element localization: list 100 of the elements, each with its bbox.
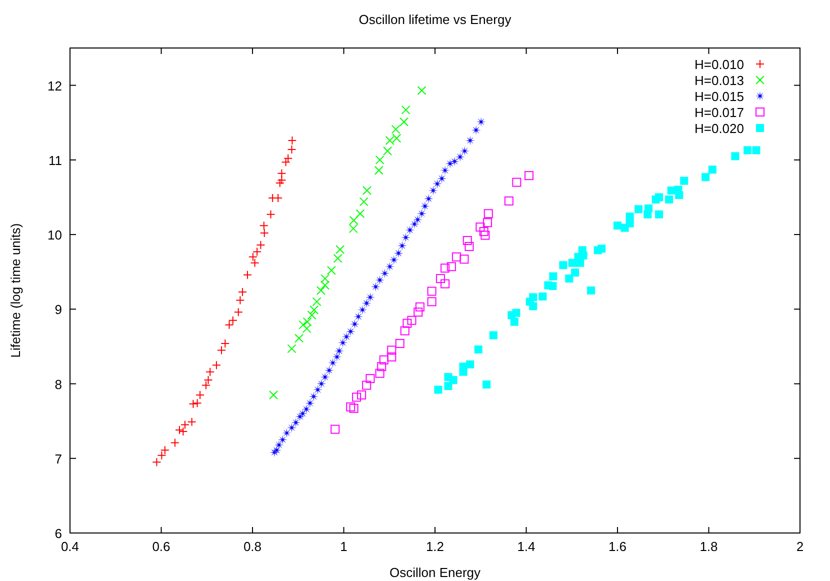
point — [484, 209, 493, 218]
point — [450, 156, 460, 166]
point — [268, 390, 278, 400]
point — [397, 240, 407, 251]
point — [385, 262, 395, 272]
y-axis-title: Lifetime (log time units) — [8, 223, 23, 358]
point — [256, 240, 266, 250]
point — [482, 380, 491, 389]
point — [328, 358, 338, 368]
point — [400, 326, 410, 336]
point — [277, 168, 286, 178]
point — [464, 242, 474, 251]
point — [510, 318, 518, 326]
point — [188, 399, 198, 408]
y-tick-label: 11 — [48, 152, 62, 168]
point — [212, 360, 221, 370]
point — [424, 194, 434, 204]
point — [504, 196, 514, 206]
point — [459, 368, 468, 376]
point — [428, 186, 438, 196]
point — [324, 366, 334, 376]
point — [620, 224, 629, 232]
point — [415, 302, 424, 312]
point — [407, 316, 416, 325]
point — [460, 146, 470, 156]
x-tick-label: 0.6 — [152, 539, 170, 554]
point — [277, 176, 286, 185]
point — [440, 279, 450, 288]
point — [417, 86, 426, 96]
y-tick-label: 10 — [48, 228, 62, 243]
point — [260, 228, 269, 238]
point — [236, 296, 245, 305]
point — [375, 155, 384, 164]
point — [675, 190, 684, 199]
point — [667, 186, 676, 195]
point — [302, 324, 312, 334]
point — [316, 378, 326, 389]
point — [298, 320, 308, 330]
y-tick-label: 7 — [54, 451, 62, 466]
point — [377, 362, 386, 372]
point — [266, 210, 276, 219]
point — [416, 208, 427, 218]
x-tick-label: 1.8 — [700, 539, 718, 554]
point — [349, 216, 358, 225]
point — [307, 310, 316, 320]
point — [320, 372, 330, 382]
point — [405, 225, 415, 235]
point — [389, 255, 399, 265]
point — [614, 222, 622, 230]
point — [410, 219, 420, 229]
point — [665, 195, 674, 204]
point — [680, 176, 688, 185]
point — [480, 230, 490, 240]
point — [320, 274, 330, 284]
point — [634, 205, 642, 214]
point — [338, 338, 348, 348]
point — [206, 367, 215, 376]
point — [440, 264, 450, 273]
point — [587, 286, 596, 294]
point — [362, 380, 372, 390]
x-tick-label: 1.2 — [426, 539, 444, 554]
point — [342, 332, 352, 342]
point — [452, 252, 461, 262]
point — [334, 346, 344, 356]
point — [460, 254, 469, 264]
point — [308, 392, 318, 402]
point — [330, 424, 340, 434]
point — [474, 345, 482, 354]
point — [312, 384, 323, 395]
point — [394, 248, 404, 258]
point — [571, 268, 580, 277]
point — [287, 344, 296, 354]
point — [333, 254, 342, 263]
point — [524, 171, 534, 180]
point — [427, 286, 436, 296]
point — [346, 326, 356, 336]
point — [295, 412, 305, 422]
point — [252, 247, 262, 256]
point — [708, 166, 716, 174]
point — [414, 308, 423, 317]
point — [352, 392, 362, 402]
point — [565, 274, 574, 283]
point — [702, 173, 710, 182]
x-tick-label: 2 — [796, 539, 804, 554]
point — [383, 146, 392, 156]
point — [594, 246, 602, 254]
point — [349, 404, 358, 413]
point — [332, 352, 342, 362]
legend-label: H=0.013 — [694, 73, 744, 88]
point — [302, 404, 312, 414]
point — [512, 178, 522, 187]
x-axis-title: Oscillon Energy — [389, 565, 482, 580]
legend-label: H=0.020 — [694, 121, 744, 136]
point — [379, 355, 388, 364]
point — [365, 292, 376, 302]
point — [731, 152, 740, 160]
point — [544, 281, 552, 290]
point — [529, 302, 538, 310]
y-tick-label: 8 — [54, 376, 62, 392]
point — [380, 268, 390, 278]
